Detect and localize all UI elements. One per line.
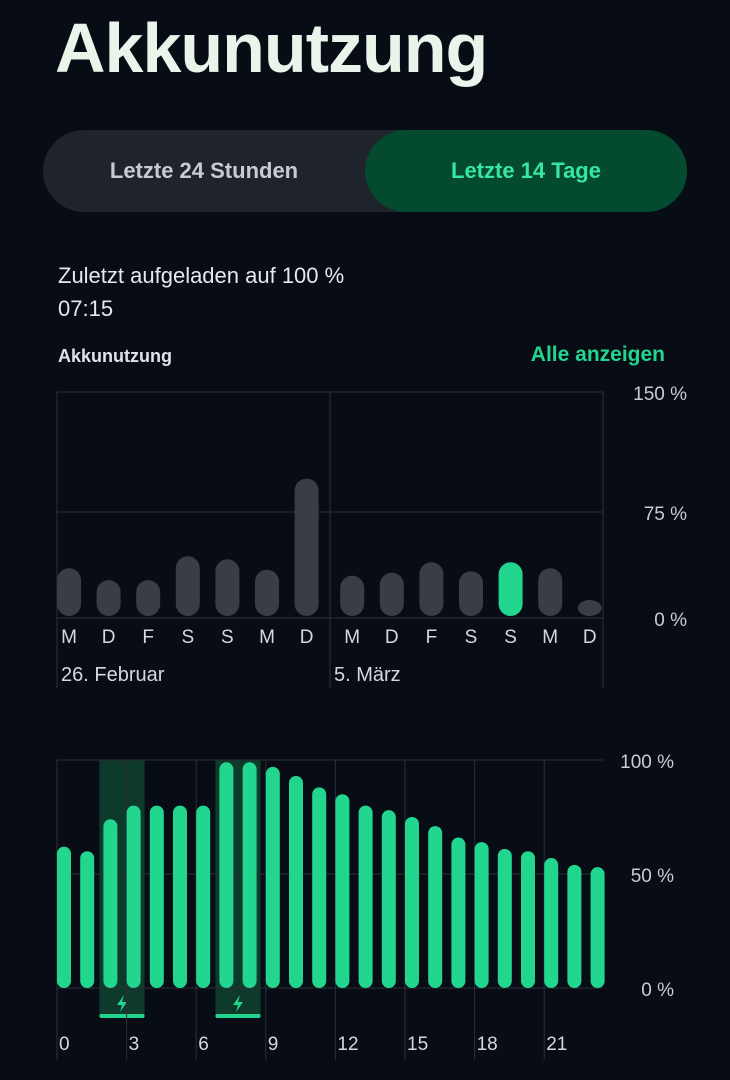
range-toggle: Letzte 24 Stunden Letzte 14 Tage bbox=[43, 130, 687, 212]
day-label: D bbox=[102, 627, 116, 648]
daily-usage-chart: 150 % 75 % 0 % M D F S S M D M D F S S M D 26. Februar 5. … bbox=[56, 384, 687, 688]
day-label: S bbox=[181, 627, 194, 648]
day-label: F bbox=[142, 627, 154, 648]
usage-bar bbox=[136, 580, 161, 616]
hour-tick-label: 6 bbox=[198, 1034, 209, 1055]
day-label: M bbox=[61, 627, 77, 648]
level-bar bbox=[497, 848, 512, 988]
tab-last-24-hours[interactable]: Letzte 24 Stunden bbox=[109, 158, 299, 183]
hour-tick-label: 15 bbox=[407, 1034, 428, 1055]
last-charged-text: Zuletzt aufgeladen auf 100 % bbox=[58, 263, 345, 288]
last-charged-info: Zuletzt aufgeladen auf 100 % 07:15 bbox=[58, 259, 344, 325]
hour-tick-label: 0 bbox=[59, 1034, 70, 1055]
level-bar bbox=[544, 858, 559, 988]
day-label: F bbox=[426, 627, 438, 648]
section-label: Akkunutzung bbox=[58, 346, 172, 366]
last-charged-time: 07:15 bbox=[58, 296, 114, 321]
level-bar bbox=[196, 805, 211, 988]
lightning-icon bbox=[233, 995, 243, 1012]
level-bar bbox=[358, 805, 373, 988]
y-tick-label: 0 % bbox=[654, 610, 687, 631]
level-bar bbox=[103, 819, 118, 988]
level-bar bbox=[219, 762, 234, 988]
usage-bar bbox=[419, 562, 444, 616]
usage-bar bbox=[255, 569, 279, 616]
hourly-level-chart: 100 % 50 % 0 % 0 3 6 9 12 15 18 21 bbox=[56, 752, 674, 1060]
level-bar bbox=[567, 864, 582, 988]
level-bar bbox=[590, 867, 605, 988]
y-tick-label: 0 % bbox=[641, 980, 674, 1001]
charging-indicator bbox=[215, 1014, 261, 1018]
see-all-link[interactable]: Alle anzeigen bbox=[530, 343, 665, 366]
y-tick-label: 50 % bbox=[631, 866, 674, 887]
level-bar bbox=[335, 794, 350, 988]
usage-bar bbox=[379, 572, 404, 616]
level-bar bbox=[149, 805, 164, 988]
level-bar bbox=[265, 766, 280, 988]
page-title: Akkunutzung bbox=[55, 9, 488, 87]
usage-bar bbox=[57, 568, 81, 616]
usage-bar bbox=[498, 562, 523, 616]
hour-tick-label: 18 bbox=[477, 1034, 498, 1055]
charging-indicator bbox=[99, 1014, 145, 1018]
day-label: S bbox=[465, 627, 478, 648]
hour-tick-label: 9 bbox=[268, 1034, 279, 1055]
usage-bar bbox=[175, 556, 200, 616]
day-label: D bbox=[300, 627, 314, 648]
y-tick-label: 150 % bbox=[633, 384, 687, 405]
day-label: D bbox=[583, 627, 597, 648]
lightning-icon bbox=[117, 995, 127, 1012]
usage-bar bbox=[215, 559, 240, 616]
level-bar bbox=[57, 846, 71, 988]
usage-bar bbox=[459, 571, 483, 616]
day-label: M bbox=[344, 627, 360, 648]
level-bar bbox=[173, 805, 187, 988]
level-bar bbox=[405, 817, 419, 988]
level-bar bbox=[474, 842, 489, 988]
week-label: 5. März bbox=[334, 664, 401, 686]
week-label: 26. Februar bbox=[61, 664, 165, 686]
day-label: M bbox=[542, 627, 558, 648]
level-bar bbox=[451, 837, 466, 988]
day-label: D bbox=[385, 627, 399, 648]
y-tick-label: 100 % bbox=[620, 752, 674, 773]
tab-last-14-days[interactable]: Letzte 14 Tage bbox=[365, 130, 687, 212]
level-bar bbox=[521, 851, 535, 988]
level-bar bbox=[428, 826, 443, 988]
hour-tick-label: 12 bbox=[337, 1034, 358, 1055]
hour-tick-label: 21 bbox=[546, 1034, 567, 1055]
usage-bar bbox=[577, 600, 602, 616]
level-bar bbox=[126, 805, 141, 988]
day-label: S bbox=[504, 627, 517, 648]
level-bar bbox=[80, 851, 95, 988]
level-bar bbox=[312, 787, 327, 988]
usage-bar bbox=[340, 575, 365, 616]
usage-bar bbox=[294, 478, 319, 616]
y-tick-label: 75 % bbox=[644, 504, 687, 525]
level-bar bbox=[289, 775, 303, 988]
level-bar bbox=[381, 810, 396, 988]
usage-bar bbox=[538, 568, 563, 616]
day-label: M bbox=[259, 627, 275, 648]
level-bar bbox=[242, 762, 257, 988]
hour-tick-label: 3 bbox=[129, 1034, 140, 1055]
day-label: S bbox=[221, 627, 234, 648]
usage-bar bbox=[96, 580, 121, 616]
